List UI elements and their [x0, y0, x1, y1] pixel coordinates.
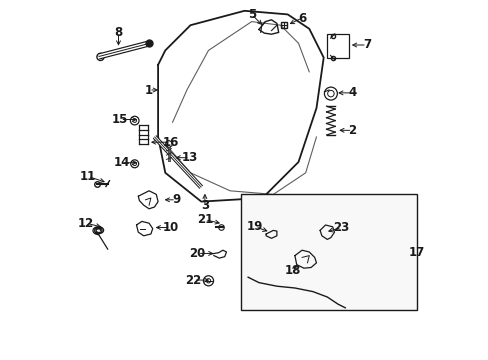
Text: 1: 1	[145, 84, 153, 96]
Text: 15: 15	[112, 113, 128, 126]
Text: 10: 10	[162, 221, 179, 234]
Text: 16: 16	[162, 136, 179, 149]
Text: 21: 21	[196, 213, 213, 226]
Text: 20: 20	[189, 247, 205, 260]
Bar	[326, 34, 348, 58]
Text: 22: 22	[185, 274, 201, 287]
Text: 6: 6	[297, 12, 305, 24]
Text: 2: 2	[348, 124, 356, 137]
Text: 8: 8	[114, 26, 122, 39]
Text: 18: 18	[285, 264, 301, 277]
Text: 11: 11	[80, 170, 96, 183]
Text: 9: 9	[172, 193, 180, 206]
Text: 23: 23	[333, 221, 349, 234]
Text: 13: 13	[181, 151, 198, 164]
Text: 5: 5	[247, 8, 255, 21]
Text: 3: 3	[201, 199, 208, 212]
Text: 12: 12	[78, 217, 94, 230]
Text: 4: 4	[347, 86, 356, 99]
Text: 14: 14	[114, 156, 130, 169]
Text: 7: 7	[362, 39, 370, 51]
Text: 17: 17	[407, 246, 424, 258]
Text: 19: 19	[246, 220, 263, 233]
Bar	[241, 194, 416, 310]
